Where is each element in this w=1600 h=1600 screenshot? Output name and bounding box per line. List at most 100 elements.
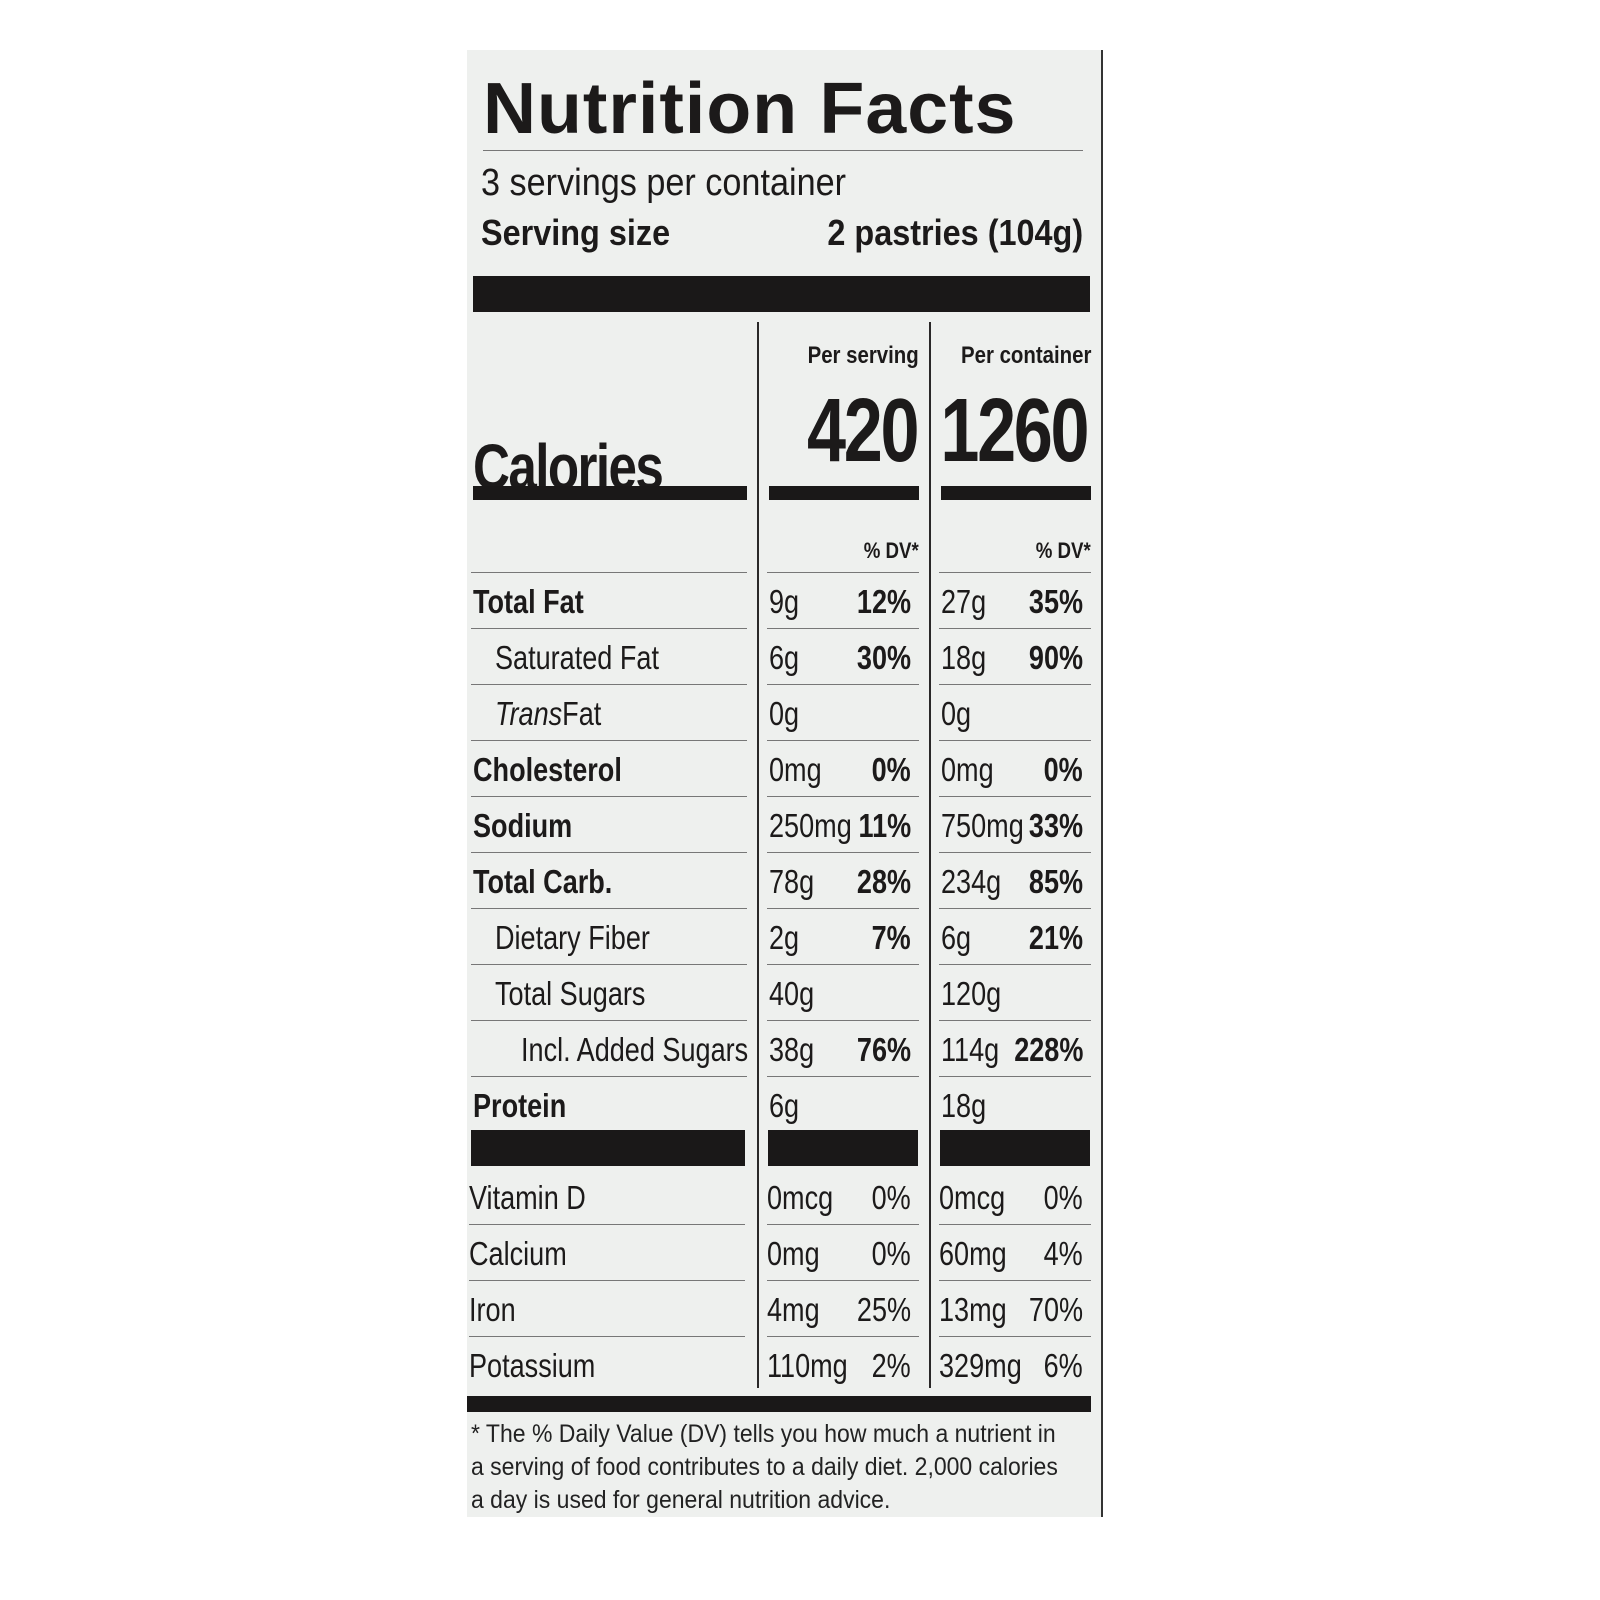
container-amount-text: 60mg xyxy=(939,1235,1007,1272)
serving-dv: 2% xyxy=(863,1336,911,1392)
thick-divider xyxy=(768,1130,918,1166)
serving-amount-text: 110mg xyxy=(767,1347,848,1384)
container-amount-text: 0g xyxy=(941,695,972,732)
vitamin-row: Vitamin D 0mcg 0% 0mcg 0% xyxy=(467,1168,1101,1224)
row-divider xyxy=(767,572,919,573)
nutrient-name: Incl. Added Sugars xyxy=(521,1020,798,1076)
nutrient-name-text: Total Sugars xyxy=(495,964,645,1024)
serving-amount: 40g xyxy=(769,964,824,1020)
row-divider xyxy=(939,740,1091,741)
nutrient-row: Protein 6g 18g xyxy=(467,1076,1101,1132)
nutrient-row: Incl. Added Sugars 38g 76% 114g 228% xyxy=(467,1020,1101,1076)
container-dv: 70% xyxy=(1017,1280,1083,1336)
nutrient-row: Dietary Fiber 2g 7% 6g 21% xyxy=(467,908,1101,964)
row-divider xyxy=(939,684,1091,685)
row-divider xyxy=(939,628,1091,629)
container-dv: 21% xyxy=(1017,908,1083,964)
italic-part: Trans xyxy=(495,695,563,732)
nutrient-name-text: Incl. Added Sugars xyxy=(521,1020,748,1080)
row-divider xyxy=(939,1020,1091,1021)
serving-dv: 12% xyxy=(845,572,911,628)
row-divider xyxy=(471,852,747,853)
container-amount: 18g xyxy=(941,628,996,684)
serving-amount: 250mg xyxy=(769,796,870,852)
vitamin-name: Vitamin D xyxy=(469,1168,611,1224)
name-part: Fat xyxy=(562,695,602,732)
serving-amount-text: 0mg xyxy=(769,751,822,788)
nutrient-row: Total Carb. 78g 28% 234g 85% xyxy=(467,852,1101,908)
nutrient-name: Trans Fat xyxy=(495,684,625,740)
container-dv-text: 85% xyxy=(1028,863,1083,900)
row-divider xyxy=(939,964,1091,965)
serving-amount: 0mg xyxy=(767,1224,831,1280)
serving-size-label: Serving size xyxy=(481,212,671,253)
name-part: Sodium xyxy=(473,807,573,844)
serving-amount: 0mcg xyxy=(767,1168,848,1224)
row-divider xyxy=(767,1224,919,1225)
row-divider xyxy=(767,1336,919,1337)
serving-dv: 0% xyxy=(863,740,911,796)
serving-amount: 0mg xyxy=(769,740,833,796)
serving-amount: 0g xyxy=(769,684,806,740)
name-part: Total Sugars xyxy=(495,975,646,1012)
container-dv-text: 35% xyxy=(1028,583,1083,620)
container-dv: 0% xyxy=(1035,740,1083,796)
vitamin-name-text: Iron xyxy=(469,1291,516,1328)
container-dv: 90% xyxy=(1017,628,1083,684)
serving-dv: 0% xyxy=(863,1224,911,1280)
container-dv: 33% xyxy=(1017,796,1083,852)
thick-divider xyxy=(467,1396,1091,1412)
thick-divider xyxy=(473,486,747,500)
container-dv-text: 21% xyxy=(1028,919,1083,956)
dv-header-serving: % DV* xyxy=(863,538,919,563)
row-divider xyxy=(939,852,1091,853)
container-amount-text: 0mg xyxy=(941,751,994,788)
nutrient-row: Cholesterol 0mg 0% 0mg 0% xyxy=(467,740,1101,796)
serving-amount: 38g xyxy=(769,1020,824,1076)
row-divider xyxy=(471,628,747,629)
row-divider xyxy=(471,572,747,573)
row-divider xyxy=(939,1076,1091,1077)
row-divider xyxy=(471,684,747,685)
vitamin-name: Iron xyxy=(469,1280,526,1336)
row-divider xyxy=(767,684,919,685)
serving-dv: 28% xyxy=(845,852,911,908)
vitamin-name-text: Potassium xyxy=(469,1347,596,1384)
container-dv-text: 4% xyxy=(1043,1235,1083,1272)
row-divider xyxy=(767,1280,919,1281)
row-divider xyxy=(471,964,747,965)
container-amount-text: 750mg xyxy=(941,807,1024,844)
row-divider xyxy=(939,572,1091,573)
container-amount-text: 120g xyxy=(941,975,1002,1012)
row-divider xyxy=(767,1020,919,1021)
container-dv: 85% xyxy=(1017,852,1083,908)
vitamin-row: Potassium 110mg 2% 329mg 6% xyxy=(467,1336,1101,1392)
name-part: Cholesterol xyxy=(473,751,622,788)
vitamin-name: Potassium xyxy=(469,1336,623,1392)
serving-amount-text: 9g xyxy=(769,583,800,620)
nutrient-name: Cholesterol xyxy=(473,740,655,796)
column-divider xyxy=(929,322,931,1388)
serving-amount-text: 0mg xyxy=(767,1235,820,1272)
nutrient-name: Saturated Fat xyxy=(495,628,695,684)
container-amount: 60mg xyxy=(939,1224,1022,1280)
nutrient-row: Total Fat 9g 12% 27g 35% xyxy=(467,572,1101,628)
name-part: Saturated Fat xyxy=(495,639,659,676)
name-part: Incl. Added Sugars xyxy=(521,1031,749,1068)
nutrient-name-text: Sodium xyxy=(473,796,572,856)
container-amount: 329mg xyxy=(939,1336,1040,1392)
per-container-header: Per container xyxy=(960,342,1091,369)
servings-per-container: 3 servings per container xyxy=(481,162,847,204)
container-amount: 13mg xyxy=(939,1280,1022,1336)
nutrient-name-text: Dietary Fiber xyxy=(495,908,650,968)
row-divider xyxy=(939,908,1091,909)
container-dv: 4% xyxy=(1035,1224,1083,1280)
nutrient-name: Sodium xyxy=(473,796,594,852)
container-amount: 750mg xyxy=(941,796,1042,852)
column-divider xyxy=(757,322,759,1388)
container-dv-text: 6% xyxy=(1043,1347,1083,1384)
name-part: Dietary Fiber xyxy=(495,919,650,956)
row-divider xyxy=(767,796,919,797)
serving-amount: 2g xyxy=(769,908,806,964)
container-amount-text: 114g xyxy=(941,1031,1000,1068)
